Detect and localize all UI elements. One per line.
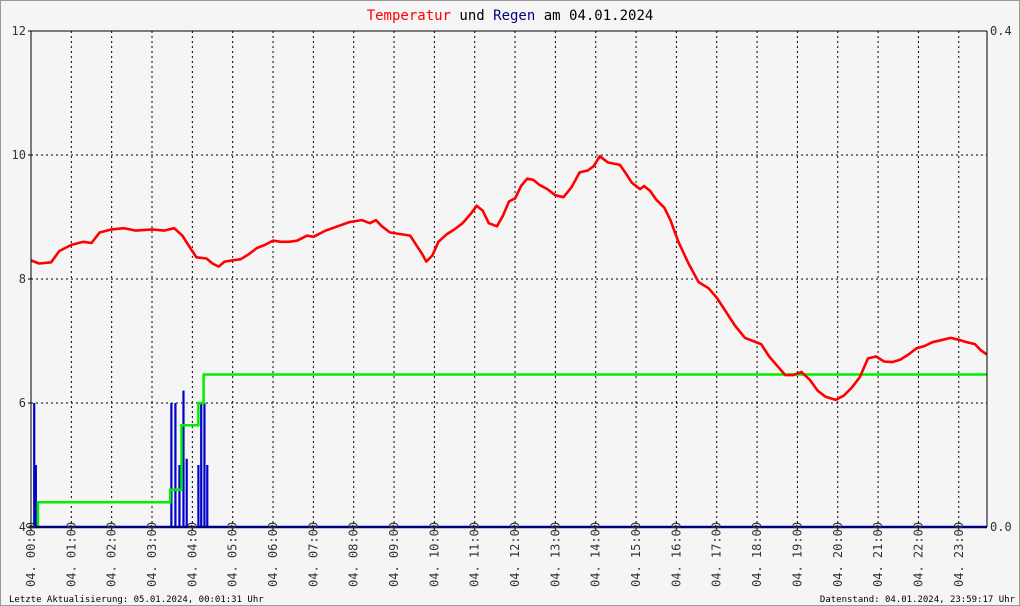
y-right-tick-label: 0.4	[990, 24, 1012, 38]
y-left-tick-label: 12	[12, 24, 26, 38]
y-tick-labels: 4 6 8 10 12 0.0 0.4	[12, 24, 1012, 534]
x-tick-label: 04. 11:00	[468, 522, 482, 587]
footer-last-update: Letzte Aktualisierung: 05.01.2024, 00:01…	[9, 595, 264, 605]
x-tick-label: 04. 04:00	[185, 522, 199, 587]
series-lines	[30, 154, 988, 529]
x-tick-label: 04. 06:00	[266, 522, 280, 587]
title-temperature: Temperatur	[367, 8, 451, 24]
title-date: am 04.01.2024	[535, 8, 653, 24]
x-tick-label: 04. 23:00	[952, 522, 966, 587]
x-tick-label: 04. 08:00	[347, 522, 361, 587]
x-tick-label: 04. 21:00	[871, 522, 885, 587]
x-tick-label: 04. 14:00	[589, 522, 603, 587]
x-tick-label: 04. 05:00	[226, 522, 240, 587]
temperature-line	[30, 154, 988, 402]
x-tick-label: 04. 00:00	[24, 522, 38, 587]
rain-total-line	[31, 373, 987, 529]
y-left-tick-label: 10	[12, 148, 26, 162]
x-tick-label: 04. 20:00	[831, 522, 845, 587]
x-tick-label: 04. 19:00	[790, 522, 804, 587]
x-tick-label: 04. 03:00	[145, 522, 159, 587]
chart-title: Temperatur und Regen am 04.01.2024	[367, 8, 654, 24]
x-tick-label: 04. 02:00	[105, 522, 119, 587]
title-und: und	[451, 8, 493, 24]
grid	[31, 31, 987, 527]
x-tick-label: 04. 22:00	[911, 522, 925, 587]
x-tick-label: 04. 07:00	[306, 522, 320, 587]
x-tick-label: 04. 10:00	[427, 522, 441, 587]
x-tick-label: 04. 18:00	[750, 522, 764, 587]
x-tick-labels: 04. 00:00 04. 01:00 04. 02:00 04. 03:00 04. …	[24, 522, 966, 587]
footer-data-status: Datenstand: 04.01.2024, 23:59:17 Uhr	[820, 595, 1016, 605]
y-left-tick-label: 6	[19, 396, 26, 410]
y-right-tick-label: 0.0	[990, 520, 1012, 534]
x-tick-label: 04. 12:00	[508, 522, 522, 587]
axes	[28, 30, 988, 531]
y-left-tick-label: 4	[19, 520, 26, 534]
x-tick-label: 04. 15:00	[629, 522, 643, 587]
x-tick-label: 04. 01:00	[64, 522, 78, 587]
x-tick-label: 04. 13:00	[548, 522, 562, 587]
title-regen: Regen	[493, 8, 535, 24]
x-tick-label: 04. 17:00	[710, 522, 724, 587]
x-tick-label: 04. 09:00	[387, 522, 401, 587]
rain-bars	[33, 390, 209, 527]
y-left-tick-label: 8	[19, 272, 26, 286]
x-tick-label: 04. 16:00	[669, 522, 683, 587]
